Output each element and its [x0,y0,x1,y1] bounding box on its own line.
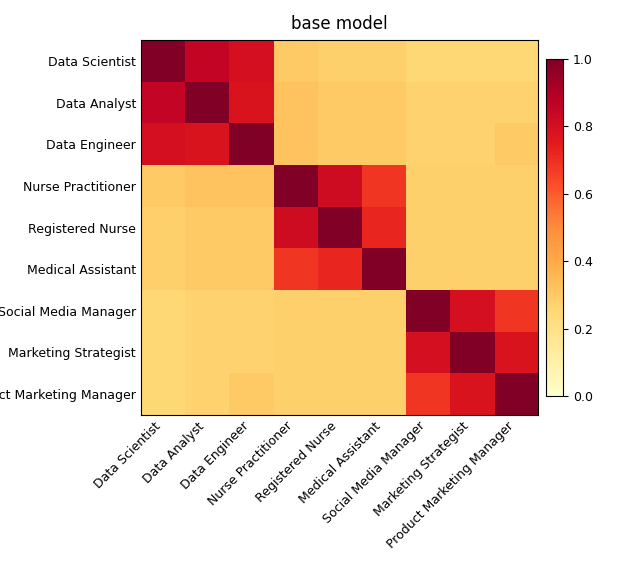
Title: base model: base model [291,15,388,33]
